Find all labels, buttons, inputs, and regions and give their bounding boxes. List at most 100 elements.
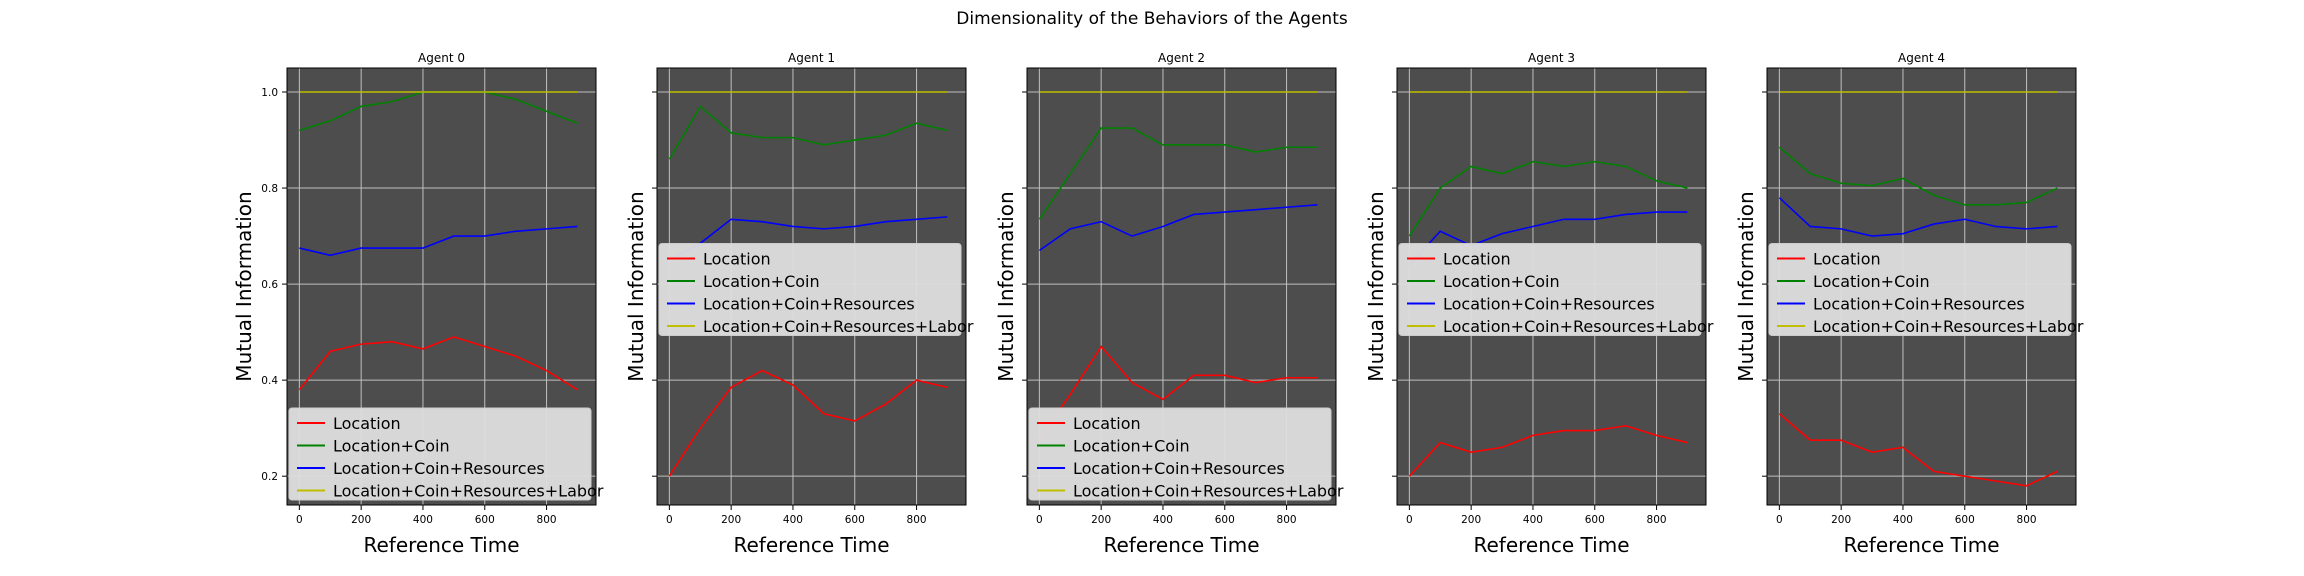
- panel-title: Agent 2: [1158, 51, 1205, 65]
- legend-label: Location+Coin: [333, 437, 450, 456]
- x-axis-label: Reference Time: [1843, 533, 1999, 557]
- legend-label: Location+Coin+Resources+Labor: [1073, 482, 1344, 501]
- legend: Location Location+Coin Location+Coin+Resou…: [658, 243, 974, 336]
- x-tick-label: 200: [1091, 514, 1111, 526]
- legend-label: Location+Coin+Resources: [1443, 295, 1655, 314]
- chart-agent-3: 0 200 400 600 800 Agent 3 Reference Time Mutual…: [1364, 51, 1714, 557]
- x-tick-label: 0: [666, 514, 673, 526]
- x-tick-label: 0: [296, 514, 303, 526]
- series-line-location-coin-resources: [1038, 204, 1318, 252]
- x-tick-label: 600: [1955, 514, 1975, 526]
- y-tick-label: 0.4: [261, 375, 278, 387]
- y-axis-label: Mutual Information: [994, 191, 1018, 381]
- x-tick-label: 200: [1831, 514, 1851, 526]
- x-tick-label: 400: [1893, 514, 1913, 526]
- chart-agent-2: 0 200 400 600 800 Agent 2 Reference Time Mutual…: [994, 51, 1344, 557]
- legend: Location Location+Coin Location+Coin+Resou…: [1398, 243, 1714, 336]
- plot-frame: [1026, 67, 1337, 506]
- x-tick-label: 600: [1215, 514, 1235, 526]
- x-tick-label: 800: [1277, 514, 1297, 526]
- legend-label: Location+Coin+Resources+Labor: [1443, 317, 1714, 336]
- legend-label: Location+Coin+Resources+Labor: [703, 317, 974, 336]
- chart-agent-4: 0 200 400 600 800 Agent 4 Reference Time Mutual…: [1734, 51, 2084, 557]
- x-axis-label: Reference Time: [1473, 533, 1629, 557]
- series-line-location: [1038, 345, 1318, 439]
- figure-title: Dimensionality of the Behaviors of the A…: [956, 9, 1348, 29]
- y-axis-label: Mutual Information: [624, 191, 648, 381]
- chart-agent-0: 0 200 400 600 800 0.2 0.4 0.6 0.8 1.0 Agent 0 Refer…: [232, 51, 604, 557]
- x-tick-label: 400: [413, 514, 433, 526]
- legend-label: Location: [1073, 414, 1141, 433]
- panel-title: Agent 4: [1898, 51, 1945, 65]
- legend: Location Location+Coin Location+Coin+Resou…: [1768, 243, 2084, 336]
- series-line-location: [668, 369, 948, 477]
- x-tick-label: 0: [1406, 514, 1413, 526]
- x-tick-label: 600: [1585, 514, 1605, 526]
- y-tick-label: 0.2: [261, 471, 278, 483]
- y-tick-label: 0.8: [261, 183, 278, 195]
- legend-label: Location+Coin: [703, 272, 820, 291]
- x-tick-label: 400: [1153, 514, 1173, 526]
- series-line-location: [1408, 424, 1688, 477]
- series-line-location: [298, 336, 578, 391]
- x-tick-label: 600: [845, 514, 865, 526]
- plot-frame: [656, 67, 967, 506]
- legend-box: [288, 407, 592, 501]
- x-tick-label: 800: [2017, 514, 2037, 526]
- legend-label: Location: [1813, 250, 1881, 269]
- series-line-location-coin-resources: [1408, 211, 1688, 266]
- legend-label: Location+Coin+Resources: [1813, 295, 2025, 314]
- series-line-location-coin: [1038, 127, 1318, 220]
- x-tick-label: 0: [1036, 514, 1043, 526]
- x-tick-label: 0: [1776, 514, 1783, 526]
- y-axis-label: Mutual Information: [1734, 191, 1758, 381]
- panel-title: Agent 1: [788, 51, 835, 65]
- legend-label: Location+Coin: [1073, 437, 1190, 456]
- plot-frame: [286, 67, 597, 506]
- y-tick-label: 1.0: [261, 87, 278, 99]
- legend-label: Location+Coin+Resources+Labor: [1813, 317, 2084, 336]
- x-tick-label: 800: [907, 514, 927, 526]
- y-axis-label: Mutual Information: [232, 191, 256, 381]
- legend-label: Location: [1443, 250, 1511, 269]
- legend-label: Location+Coin+Resources: [333, 459, 545, 478]
- series-line-location-coin-resources: [1778, 197, 2058, 237]
- y-axis-label: Mutual Information: [1364, 191, 1388, 381]
- legend-label: Location: [333, 414, 401, 433]
- x-tick-label: 200: [351, 514, 371, 526]
- x-tick-label: 800: [537, 514, 557, 526]
- legend-label: Location+Coin+Resources+Labor: [333, 482, 604, 501]
- series-line-location: [1778, 413, 2058, 487]
- x-tick-label: 800: [1647, 514, 1667, 526]
- legend-label: Location+Coin+Resources: [1073, 459, 1285, 478]
- x-tick-label: 200: [1461, 514, 1481, 526]
- y-tick-label: 0.6: [261, 279, 278, 291]
- legend-box: [1768, 243, 2072, 336]
- plot-frame: [1766, 67, 2077, 506]
- x-tick-label: 200: [721, 514, 741, 526]
- legend-label: Location+Coin+Resources: [703, 295, 915, 314]
- legend-box: [1398, 243, 1702, 336]
- series-line-location-coin-resources: [299, 225, 578, 257]
- legend-box: [658, 243, 962, 336]
- series-line-location-coin: [668, 105, 948, 160]
- panel-title: Agent 3: [1528, 51, 1575, 65]
- x-axis-label: Reference Time: [363, 533, 519, 557]
- chart-agent-1: 0 200 400 600 800 Agent 1 Reference Time Mutual…: [624, 51, 974, 557]
- x-tick-label: 400: [783, 514, 803, 526]
- legend-label: Location: [703, 250, 771, 269]
- series-line-location-coin: [1778, 146, 2058, 206]
- legend-label: Location+Coin: [1813, 272, 1930, 291]
- panel-title: Agent 0: [418, 51, 465, 65]
- legend: Location Location+Coin Location+Coin+Resou…: [288, 407, 604, 501]
- legend-label: Location+Coin: [1443, 272, 1560, 291]
- legend-box: [1028, 407, 1332, 501]
- x-axis-label: Reference Time: [733, 533, 889, 557]
- legend: Location Location+Coin Location+Coin+Resou…: [1028, 407, 1344, 501]
- series-line-location-coin: [1408, 160, 1688, 237]
- series-line-location-coin-resources: [668, 216, 948, 261]
- x-tick-label: 600: [475, 514, 495, 526]
- chart-panels: 0 200 400 600 800 0.2 0.4 0.6 0.8 1.0 Agent 0 Refer…: [232, 51, 2084, 557]
- plot-frame: [1396, 67, 1707, 506]
